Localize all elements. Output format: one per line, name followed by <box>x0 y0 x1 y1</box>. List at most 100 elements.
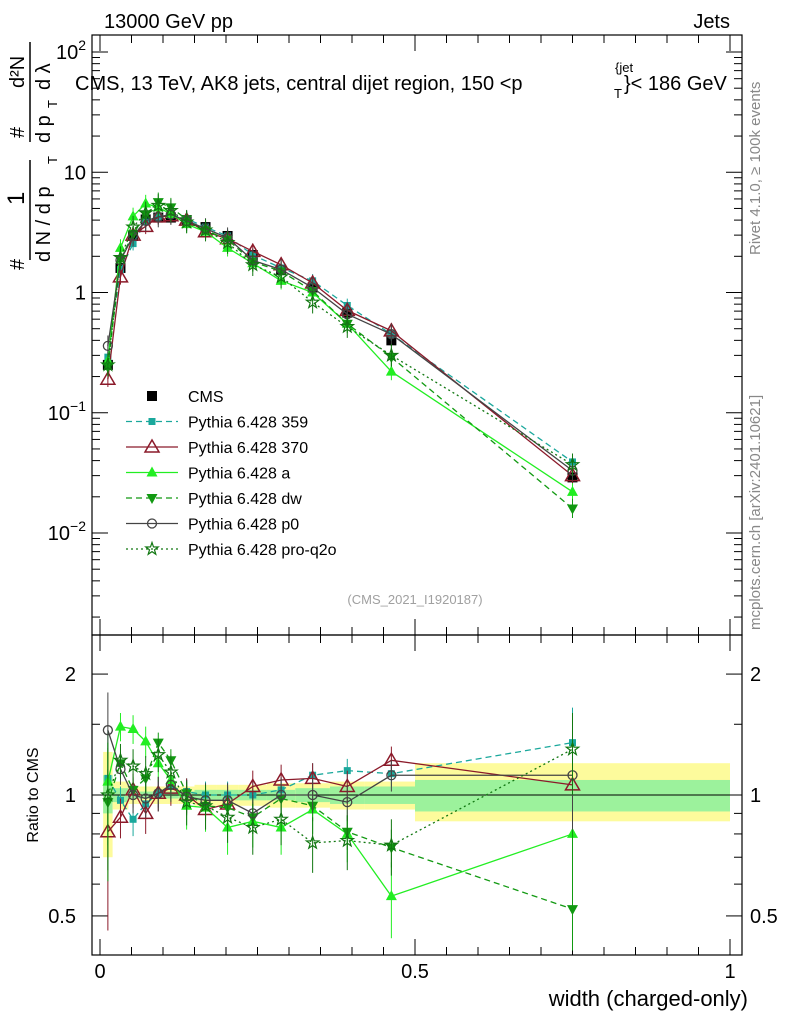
series-pythia-6-428-370 <box>99 207 581 484</box>
ratio-tick-label-left: 1 <box>65 785 76 807</box>
series-line <box>107 204 573 466</box>
x-tick-label: 0 <box>94 961 105 983</box>
series-pythia-6-428-p0 <box>102 204 578 482</box>
marker <box>178 793 195 809</box>
ylabel-hash-2: # <box>7 126 29 138</box>
marker <box>567 905 578 916</box>
marker <box>244 777 262 793</box>
legend-label: Pythia 6.428 pro-q2o <box>188 542 337 559</box>
legend-entry: Pythia 6.428 p0 <box>126 517 299 534</box>
plot-title-sup: {jet <box>615 60 633 75</box>
marker <box>127 722 139 733</box>
ylabel-d2n-den-sub: T <box>45 100 60 108</box>
ylabel-d2n-den: d p <box>33 115 55 143</box>
legend-entry: CMS <box>147 389 224 406</box>
main-series-layer <box>99 192 581 518</box>
series-pythia-6-428-a <box>102 194 578 501</box>
marker <box>99 370 117 385</box>
marker <box>112 751 129 768</box>
ratio-tick-label-left: 2 <box>65 664 76 686</box>
legend-label: CMS <box>188 389 224 406</box>
marker <box>383 836 400 852</box>
series-cms <box>102 211 578 484</box>
analysis-id: (CMS_2021_I1920187) <box>347 592 482 607</box>
marker <box>567 504 578 515</box>
plot-title: CMS, 13 TeV, AK8 jets, central dijet reg… <box>75 73 523 95</box>
y-tick-label: 10 <box>64 162 86 184</box>
marker <box>150 746 167 762</box>
marker <box>153 788 164 799</box>
marker <box>386 329 397 340</box>
legend: CMS Pythia 6.428 359 Pythia 6.428 370 Pythi… <box>126 389 337 559</box>
rivet-version-label: Rivet 4.1.0, ≥ 100k events <box>747 82 764 255</box>
y-tick-label: 1 <box>75 283 86 305</box>
series-pythia-6-428-dw <box>102 192 578 518</box>
marker <box>339 318 356 334</box>
marker <box>112 249 129 265</box>
ratio-tick-label-right: 1 <box>750 785 761 807</box>
marker <box>144 540 160 556</box>
marker <box>125 218 142 234</box>
ratio-tick-label-right: 2 <box>750 664 761 686</box>
marker <box>99 356 116 372</box>
marker <box>147 391 157 401</box>
marker <box>339 832 356 848</box>
y-tick-label: 10−2 <box>48 518 86 545</box>
ylabel-hash-1: # <box>7 258 29 270</box>
marker <box>162 202 179 218</box>
legend-entry: Pythia 6.428 dw <box>126 491 302 508</box>
marker <box>162 763 179 779</box>
legend-label: Pythia 6.428 359 <box>188 415 308 432</box>
marker <box>114 720 126 731</box>
legend-entry: Pythia 6.428 370 <box>126 438 308 457</box>
marker <box>102 725 114 736</box>
series-pythia-6-428-pro-q2o <box>99 194 581 476</box>
ratio-line <box>107 741 573 910</box>
uncertainty-band <box>103 751 730 858</box>
marker <box>146 518 158 529</box>
marker <box>383 347 400 363</box>
energy-label: 13000 GeV pp <box>104 11 233 33</box>
series-line <box>107 213 573 472</box>
legend-entry: Pythia 6.428 a <box>126 466 290 483</box>
legend-entry: Pythia 6.428 pro-q2o <box>126 540 337 559</box>
legend-label: Pythia 6.428 a <box>188 466 290 483</box>
marker <box>178 213 195 229</box>
ratio-pythia-6-428-pro-q2o <box>99 713 581 876</box>
ratio-line <box>107 748 573 846</box>
ratio-tick-label-right: 0.5 <box>750 906 778 928</box>
marker <box>137 204 154 220</box>
ratio-tick-label-left: 0.5 <box>48 906 76 928</box>
marker <box>273 810 290 827</box>
x-axis-label: width (charged-only) <box>548 986 748 1011</box>
axis-ticks: 102 10 1 10−1 10−2 2 2 1 1 0.5 0.5 0 0.5 1 <box>48 35 778 983</box>
mcplots-label: mcplots.cern.ch [arXiv:2401.10621] <box>747 395 764 630</box>
marker <box>564 456 581 472</box>
marker <box>386 770 397 781</box>
marker <box>140 735 152 746</box>
marker <box>112 808 129 824</box>
marker <box>99 786 116 802</box>
marker <box>244 256 261 272</box>
marker <box>143 438 161 453</box>
marker <box>197 797 214 813</box>
marker <box>567 485 578 496</box>
jets-label: Jets <box>693 11 730 33</box>
marker <box>244 819 261 835</box>
marker <box>385 890 397 901</box>
legend-label: Pythia 6.428 p0 <box>188 517 299 534</box>
marker <box>197 221 214 237</box>
plot-title-sub: T <box>614 86 622 101</box>
marker <box>219 234 236 250</box>
ylabel-dn: d N / d p <box>33 186 55 262</box>
ratio-y-label: Ratio to CMS <box>25 747 42 842</box>
marker <box>127 789 139 801</box>
series-pythia-6-428-359 <box>104 208 576 469</box>
x-tick-label: 0.5 <box>401 961 429 983</box>
series-line <box>107 215 573 477</box>
ylabel-d2n: d²N <box>7 56 29 88</box>
ratio-pythia-6-428-a <box>102 713 578 939</box>
marker <box>137 804 154 820</box>
marker <box>140 793 151 804</box>
